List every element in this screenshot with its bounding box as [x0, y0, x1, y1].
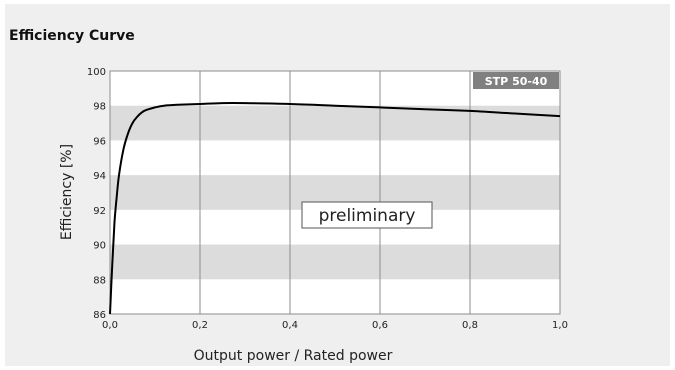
y-tick-label: 88: [93, 275, 106, 286]
y-tick-label: 100: [87, 67, 106, 78]
x-tick-label: 0,0: [102, 320, 118, 331]
y-tick-label: 90: [93, 241, 106, 252]
preliminary-note-label: preliminary: [319, 206, 416, 226]
efficiency-chart: Efficiency Curve STP 50-40 preliminary 0…: [9, 28, 568, 364]
y-tick-label: 96: [93, 136, 106, 147]
model-badge: STP 50-40: [473, 72, 559, 89]
plot-area: STP 50-40 preliminary: [109, 70, 561, 315]
x-tick-labels: 0,0 0,2 0,4 0,6 0,8 1,0: [102, 320, 568, 331]
x-tick-label: 0,8: [462, 320, 478, 331]
y-axis-label: Efficiency [%]: [59, 144, 75, 240]
y-tick-label: 98: [93, 102, 106, 113]
plot-frame: [109, 70, 561, 315]
model-badge-label: STP 50-40: [485, 75, 548, 88]
band: [110, 244, 560, 280]
model-badge-bg: [473, 72, 559, 89]
y-tick-label: 86: [93, 310, 106, 321]
y-tick-label: 94: [93, 171, 106, 182]
band: [110, 105, 560, 141]
x-tick-label: 0,4: [282, 320, 298, 331]
x-axis-label: Output power / Rated power: [194, 348, 393, 364]
preliminary-note-box: [301, 201, 433, 229]
x-tick-label: 0,6: [372, 320, 388, 331]
chart-title: Efficiency Curve: [9, 28, 135, 44]
efficiency-curve: [109, 102, 561, 315]
x-tick-label: 0,2: [192, 320, 208, 331]
preliminary-note: preliminary: [301, 201, 433, 229]
y-tick-label: 92: [93, 206, 106, 217]
x-tick-label: 1,0: [552, 320, 568, 331]
y-tick-labels: 86 88 90 92 94 96 98 100: [87, 67, 106, 321]
chart-panel: Efficiency Curve STP 50-40 preliminary 0…: [5, 4, 670, 366]
background-bands: [110, 105, 560, 280]
